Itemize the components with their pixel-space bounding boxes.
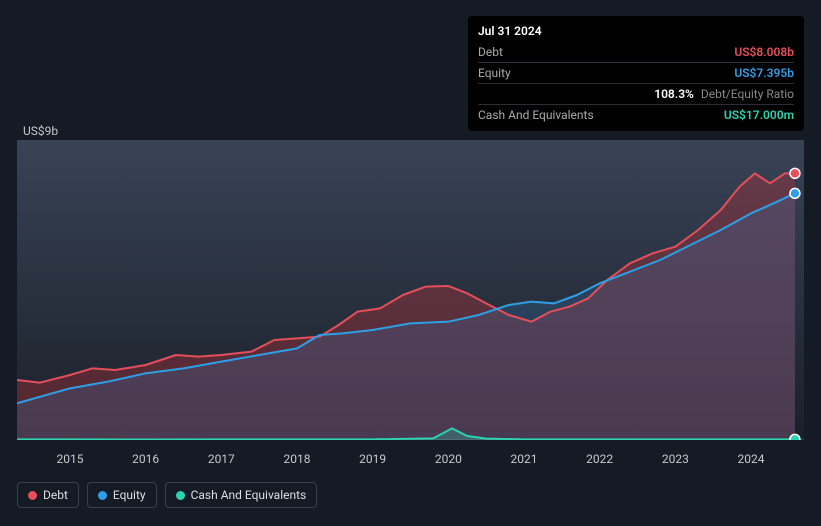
x-axis-tick: 2016 [132, 452, 159, 466]
x-axis-tick: 2022 [586, 452, 613, 466]
legend-swatch [176, 491, 185, 500]
x-axis: 2015 2016 2017 2018 2019 2020 2021 2022 2023 2024 [17, 440, 804, 470]
tooltip-panel: Jul 31 2024 Debt US$8.008b Equity US$7.395b… [468, 16, 804, 131]
legend-item[interactable]: Equity [87, 482, 157, 508]
tooltip-row-label: Debt [478, 45, 503, 59]
tooltip-row-label: Cash And Equivalents [478, 108, 594, 122]
x-axis-tick: 2019 [359, 452, 386, 466]
x-axis-tick: 2023 [662, 452, 689, 466]
tooltip-row-label: Equity [478, 66, 511, 80]
chart-svg [17, 140, 804, 440]
x-axis-tick: 2020 [435, 452, 462, 466]
legend-swatch [98, 491, 107, 500]
y-axis-label-max: US$9b [23, 124, 58, 138]
chart-plot-area[interactable] [17, 140, 804, 440]
tooltip-row-value: US$17.000m [724, 108, 794, 122]
tooltip-row: Equity US$7.395b [478, 62, 794, 83]
tooltip-date: Jul 31 2024 [478, 22, 794, 42]
tooltip-row: Cash And Equivalents US$17.000m [478, 104, 794, 125]
tooltip-row-value: US$8.008b [734, 45, 794, 59]
tooltip-row: 108.3% Debt/Equity Ratio [478, 83, 794, 104]
x-axis-tick: 2017 [208, 452, 235, 466]
x-axis-tick: 2024 [738, 452, 765, 466]
tooltip-row: Debt US$8.008b [478, 42, 794, 62]
legend-label: Cash And Equivalents [191, 488, 307, 502]
legend-label: Debt [43, 488, 68, 502]
legend-swatch [28, 491, 37, 500]
legend: Debt Equity Cash And Equivalents [17, 482, 317, 508]
x-axis-tick: 2021 [511, 452, 538, 466]
legend-item[interactable]: Debt [17, 482, 79, 508]
x-axis-tick: 2018 [283, 452, 310, 466]
legend-item[interactable]: Cash And Equivalents [165, 482, 318, 508]
legend-label: Equity [113, 488, 146, 502]
tooltip-row-value: 108.3% Debt/Equity Ratio [654, 87, 794, 101]
x-axis-tick: 2015 [56, 452, 83, 466]
tooltip-row-value: US$7.395b [734, 66, 794, 80]
